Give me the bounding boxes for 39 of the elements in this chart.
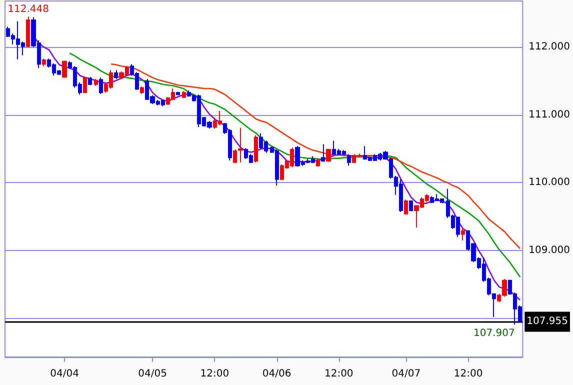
ref-line-label: 107.955 [526, 316, 568, 328]
candlestick [404, 199, 408, 214]
x-tick-label: 12:00 [454, 368, 483, 380]
x-tick-label: 04/06 [262, 368, 292, 380]
candlestick [62, 60, 67, 78]
annotation: 112.448 [8, 4, 49, 16]
y-tick-label: 109.000 [528, 245, 570, 256]
x-tick-label: 12:00 [200, 368, 230, 380]
candlestick [238, 127, 243, 163]
candlestick [94, 78, 98, 86]
candlestick [352, 154, 356, 164]
candlestick [254, 134, 258, 163]
candlestick [176, 91, 180, 96]
annotation: 107.907 [474, 328, 515, 340]
candlestick [358, 153, 362, 158]
candlestick [26, 16, 30, 48]
x-tick-label: 04/04 [50, 368, 79, 380]
x-tick-label: 12:00 [324, 368, 354, 380]
candlestick [88, 76, 92, 86]
candlestick [114, 70, 118, 80]
candlestick [347, 154, 351, 166]
line-series [69, 52, 521, 278]
candlestick [461, 226, 465, 241]
candlestick [83, 76, 87, 94]
candlestick [321, 144, 325, 162]
x-tick-label: 04/05 [138, 368, 167, 380]
y-tick-label: 112.000 [528, 42, 570, 53]
candlestick [409, 200, 413, 212]
x-tick-label: 04/07 [392, 368, 421, 380]
candlestick [99, 77, 103, 94]
candlestick [233, 149, 237, 163]
y-tick-label: 111.000 [528, 109, 570, 120]
candlestick [316, 158, 320, 167]
candlestick [182, 90, 186, 98]
line-series [110, 63, 521, 250]
y-tick-label: 110.000 [528, 177, 570, 188]
candlestick [140, 86, 144, 94]
candlestick [42, 58, 46, 67]
candlestick [326, 148, 331, 162]
